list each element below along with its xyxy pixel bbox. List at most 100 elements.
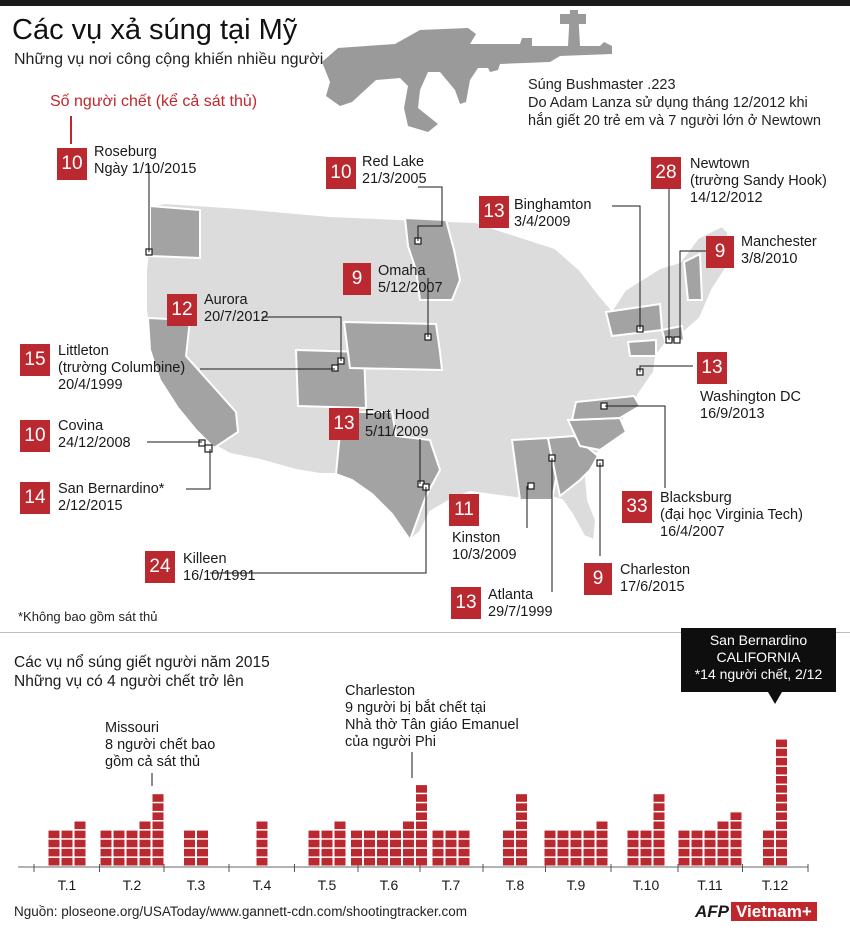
death-cell bbox=[557, 848, 569, 857]
month-label: T.2 bbox=[123, 877, 142, 893]
death-cell bbox=[763, 830, 774, 839]
death-cell bbox=[503, 848, 514, 857]
death-cell bbox=[678, 848, 690, 857]
death-cell bbox=[308, 839, 320, 848]
death-cell bbox=[256, 830, 268, 839]
death-cell bbox=[416, 857, 427, 866]
death-cell bbox=[570, 839, 582, 848]
death-cell bbox=[653, 830, 665, 839]
death-cell bbox=[61, 830, 73, 839]
death-cell bbox=[458, 839, 470, 848]
death-cell bbox=[627, 839, 639, 848]
death-cell bbox=[730, 848, 742, 857]
leader-lines bbox=[147, 165, 707, 592]
death-cell bbox=[445, 839, 457, 848]
death-cell bbox=[377, 848, 388, 857]
month-label: T.12 bbox=[762, 877, 789, 893]
death-cell bbox=[583, 830, 595, 839]
label-san-bernardino: San Bernardino* 2/12/2015 bbox=[58, 481, 165, 514]
label-aurora: Aurora 20/7/2012 bbox=[204, 292, 269, 325]
death-cell bbox=[100, 839, 112, 848]
death-cell bbox=[351, 839, 362, 848]
label-omaha: Omaha 5/12/2007 bbox=[378, 263, 443, 296]
label-washington-dc: Washington DC 16/9/2013 bbox=[700, 389, 802, 422]
badge-red-lake: 10 bbox=[326, 157, 356, 189]
death-cell bbox=[570, 857, 582, 866]
death-cell bbox=[364, 857, 375, 866]
death-cell bbox=[653, 848, 665, 857]
death-cell bbox=[61, 839, 73, 848]
death-cell bbox=[364, 830, 375, 839]
death-cell bbox=[113, 857, 125, 866]
death-cell bbox=[416, 785, 427, 793]
death-cell bbox=[583, 839, 595, 848]
death-cell bbox=[640, 857, 652, 866]
death-cell bbox=[74, 857, 86, 866]
death-cell bbox=[516, 821, 527, 830]
death-cell bbox=[704, 830, 716, 839]
badge-roseburg: 10 bbox=[57, 148, 87, 180]
death-cell bbox=[627, 830, 639, 839]
badge-binghamton: 13 bbox=[479, 196, 509, 228]
death-cell bbox=[100, 857, 112, 866]
death-cell bbox=[776, 839, 787, 848]
label-fort-hood: Fort Hood 5/11/2009 bbox=[365, 407, 430, 440]
death-cell bbox=[691, 830, 703, 839]
death-cell bbox=[152, 794, 164, 802]
death-cell bbox=[640, 830, 652, 839]
death-cell bbox=[458, 857, 470, 866]
death-cell bbox=[152, 857, 164, 866]
death-cell bbox=[678, 830, 690, 839]
rifle-caption: Súng Bushmaster .223 Do Adam Lanza sử dụ… bbox=[528, 77, 821, 129]
death-cell bbox=[390, 830, 401, 839]
death-cell bbox=[61, 848, 73, 857]
death-cell bbox=[351, 857, 362, 866]
label-newtown: Newtown (trường Sandy Hook) 14/12/2012 bbox=[690, 156, 827, 206]
badge-omaha: 9 bbox=[343, 263, 371, 295]
death-cell bbox=[126, 857, 138, 866]
death-cell bbox=[256, 839, 268, 848]
death-cell bbox=[321, 839, 333, 848]
death-cell bbox=[776, 757, 787, 766]
label-killeen: Killeen 16/10/1991 bbox=[183, 551, 256, 584]
death-cell bbox=[48, 830, 60, 839]
death-cell bbox=[445, 857, 457, 866]
death-cell bbox=[516, 803, 527, 811]
month-label: T.11 bbox=[697, 877, 723, 893]
death-cell bbox=[717, 839, 729, 848]
label-kinston: Kinston 10/3/2009 bbox=[452, 530, 517, 563]
death-cell bbox=[139, 830, 151, 839]
badge-charleston: 9 bbox=[584, 563, 612, 595]
death-cell bbox=[640, 839, 652, 848]
death-cell bbox=[596, 848, 608, 857]
death-cell bbox=[74, 821, 86, 830]
death-cell bbox=[416, 830, 427, 839]
death-cell bbox=[321, 848, 333, 857]
death-cell bbox=[704, 839, 716, 848]
death-cell bbox=[678, 857, 690, 866]
death-cell bbox=[197, 839, 208, 848]
death-cell bbox=[653, 839, 665, 848]
death-cell bbox=[627, 857, 639, 866]
death-cell bbox=[334, 830, 346, 839]
footnote: *Không bao gồm sát thủ bbox=[18, 609, 158, 624]
death-cell bbox=[653, 812, 665, 820]
month-label: T.9 bbox=[567, 877, 586, 893]
highlighted-states bbox=[146, 204, 704, 543]
death-cell bbox=[139, 848, 151, 857]
death-cell bbox=[776, 785, 787, 793]
death-cell bbox=[321, 857, 333, 866]
death-cell bbox=[152, 812, 164, 820]
death-cell bbox=[776, 857, 787, 866]
death-cell bbox=[730, 812, 742, 820]
death-cell bbox=[763, 848, 774, 857]
death-cell bbox=[403, 830, 414, 839]
death-cell bbox=[416, 794, 427, 802]
death-cell bbox=[516, 839, 527, 848]
death-cell bbox=[717, 848, 729, 857]
death-cell bbox=[152, 848, 164, 857]
death-cell bbox=[74, 848, 86, 857]
label-red-lake: Red Lake 21/3/2005 bbox=[362, 154, 427, 187]
death-cell bbox=[458, 830, 470, 839]
death-cell bbox=[653, 821, 665, 830]
